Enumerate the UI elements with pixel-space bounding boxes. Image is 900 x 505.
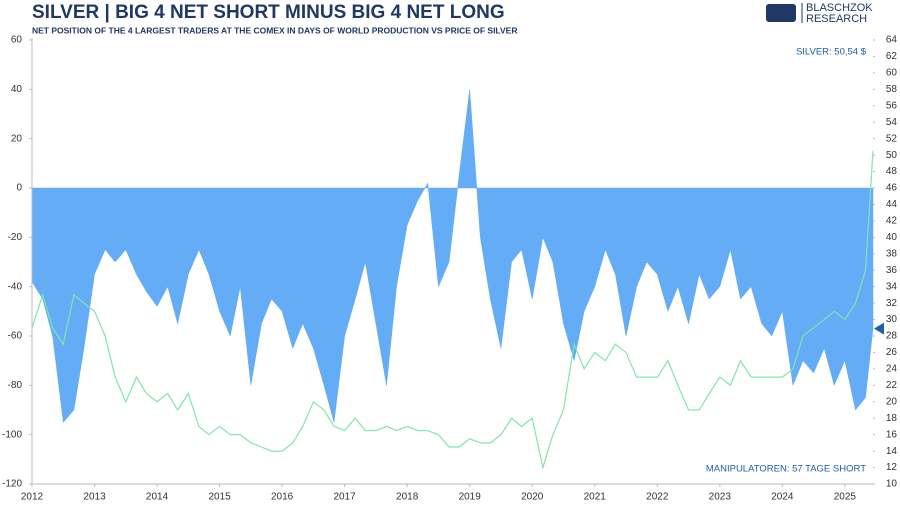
logo-text: BLASCHZOK <box>806 2 873 14</box>
y-tick-label: -80 <box>8 380 23 391</box>
logo-text: RESEARCH <box>806 13 867 25</box>
y2-tick-label: 44 <box>886 199 898 210</box>
y2-tick-label: 22 <box>886 380 898 391</box>
x-tick-label: 2017 <box>334 492 357 503</box>
x-tick-label: 2014 <box>146 492 169 503</box>
silver-line <box>31 150 874 470</box>
x-tick-label: 2024 <box>771 492 794 503</box>
y2-tick-label: 52 <box>886 133 898 144</box>
y2-tick-label: 50 <box>886 150 898 161</box>
x-tick-label: 2013 <box>83 492 106 503</box>
y2-tick-label: 42 <box>886 216 898 227</box>
y2-tick-label: 20 <box>886 396 898 407</box>
y2-tick-label: 38 <box>886 248 898 259</box>
y-tick-label: 0 <box>16 183 22 194</box>
x-tick-label: 2018 <box>396 492 419 503</box>
y2-tick-label: 54 <box>886 117 898 128</box>
position-annotation: MANIPULATOREN: 57 TAGE SHORT <box>706 464 866 475</box>
y-tick-label: 60 <box>11 35 23 46</box>
y-tick-label: -20 <box>8 232 23 243</box>
x-tick-label: 2023 <box>709 492 732 503</box>
y2-tick-label: 46 <box>886 183 898 194</box>
x-tick-label: 2016 <box>271 492 294 503</box>
y2-tick-label: 32 <box>886 298 898 309</box>
logo-icon <box>766 4 796 22</box>
y2-tick-label: 34 <box>886 281 898 292</box>
y2-tick-label: 30 <box>886 314 898 325</box>
chart-subtitle: NET POSITION OF THE 4 LARGEST TRADERS AT… <box>32 25 517 35</box>
x-tick-label: 2021 <box>584 492 607 503</box>
y2-tick-label: 16 <box>886 429 898 440</box>
y2-tick-label: 10 <box>886 479 898 490</box>
y2-tick-label: 28 <box>886 331 898 342</box>
net-position-area <box>31 89 874 423</box>
y2-tick-label: 24 <box>886 364 898 375</box>
x-tick-label: 2022 <box>646 492 669 503</box>
y2-tick-label: 14 <box>886 446 898 457</box>
y2-tick-label: 64 <box>886 35 898 46</box>
y2-tick-label: 62 <box>886 51 898 62</box>
y-tick-label: 20 <box>11 133 23 144</box>
y2-tick-label: 40 <box>886 232 898 243</box>
y2-tick-label: 58 <box>886 84 898 95</box>
x-tick-label: 2015 <box>208 492 231 503</box>
current-marker <box>874 322 884 335</box>
logo: BLASCHZOK RESEARCH <box>766 2 873 25</box>
y2-tick-label: 26 <box>886 347 898 358</box>
y2-tick-label: 60 <box>886 68 898 79</box>
y-tick-label: -60 <box>8 331 23 342</box>
y-tick-label: 40 <box>11 84 23 95</box>
y2-tick-label: 18 <box>886 413 898 424</box>
x-tick-label: 2019 <box>459 492 482 503</box>
x-tick-label: 2025 <box>834 492 857 503</box>
y2-tick-label: 48 <box>886 166 898 177</box>
y-tick-label: -40 <box>8 281 23 292</box>
x-tick-label: 2012 <box>21 492 44 503</box>
y-tick-label: -100 <box>2 429 22 440</box>
x-tick-label: 2020 <box>521 492 544 503</box>
price-annotation: SILVER: 50,54 $ <box>796 47 867 58</box>
y2-tick-label: 36 <box>886 265 898 276</box>
plot <box>31 89 874 470</box>
y2-tick-label: 12 <box>886 462 898 473</box>
y-tick-label: -120 <box>2 479 22 490</box>
y2-tick-label: 56 <box>886 100 898 111</box>
chart-title: SILVER | BIG 4 NET SHORT MINUS BIG 4 NET… <box>32 2 505 23</box>
